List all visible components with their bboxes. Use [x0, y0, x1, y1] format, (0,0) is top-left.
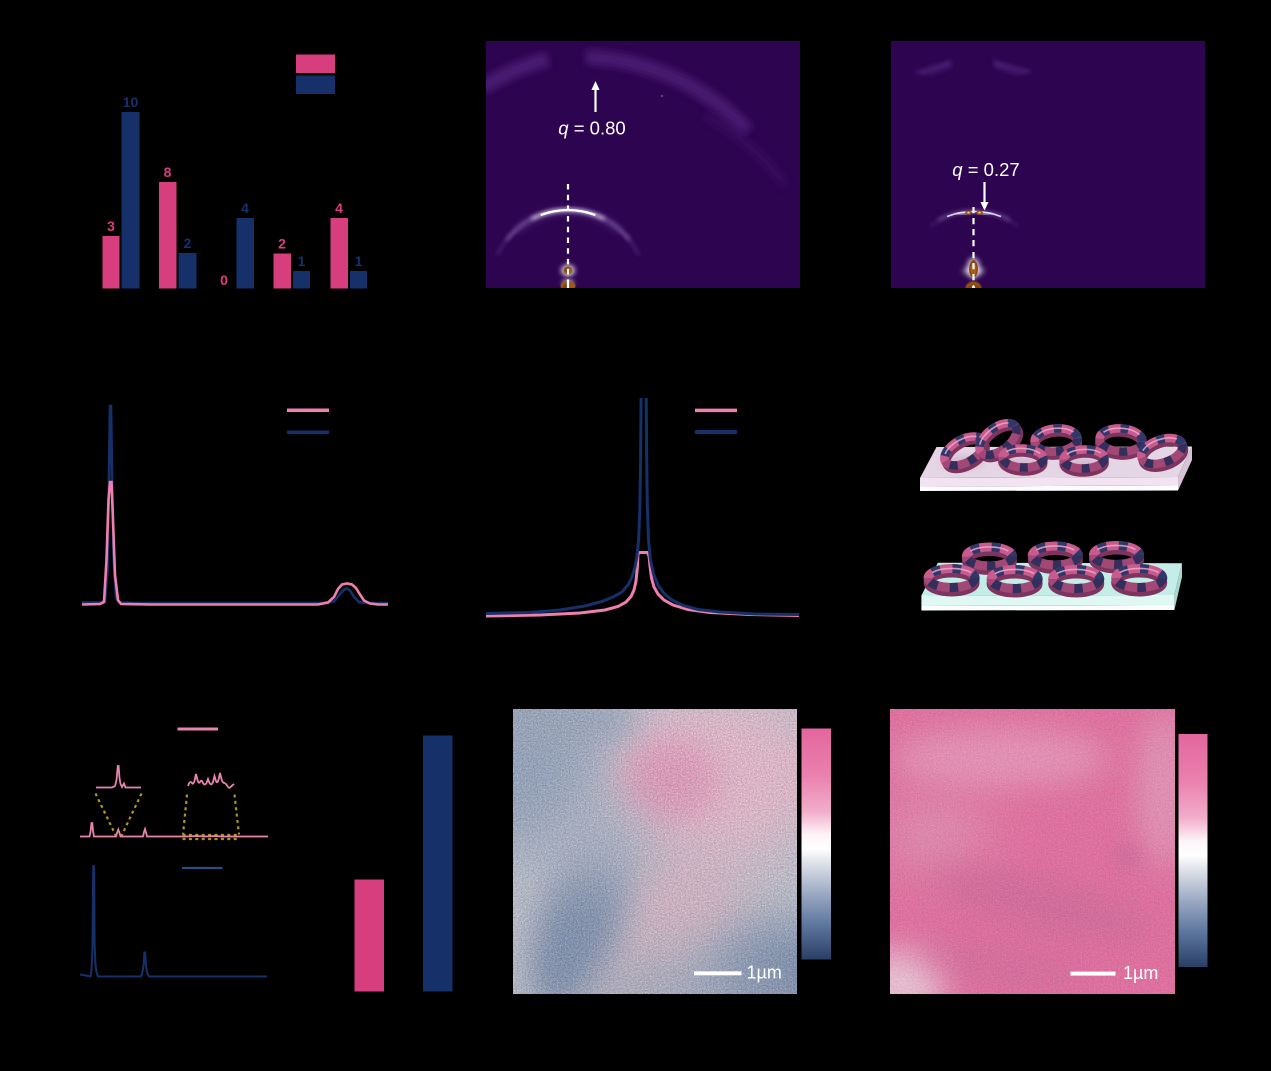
svg-text:2: 2 — [184, 235, 192, 251]
svg-text:1: 1 — [355, 253, 363, 269]
svg-text:1µm: 1µm — [1123, 963, 1158, 983]
svg-text:1µm: 1µm — [747, 963, 782, 983]
svg-text:4: 4 — [335, 200, 343, 216]
svg-text:q = 0.80: q = 0.80 — [558, 118, 625, 139]
svg-text:3: 3 — [107, 218, 115, 234]
svg-text:1: 1 — [298, 253, 306, 269]
svg-text:0: 0 — [220, 272, 228, 288]
svg-text:2: 2 — [278, 236, 286, 252]
svg-text:q = 0.27: q = 0.27 — [952, 159, 1019, 180]
svg-text:8: 8 — [164, 164, 172, 180]
svg-text:10: 10 — [123, 94, 139, 110]
svg-text:4: 4 — [241, 200, 249, 216]
